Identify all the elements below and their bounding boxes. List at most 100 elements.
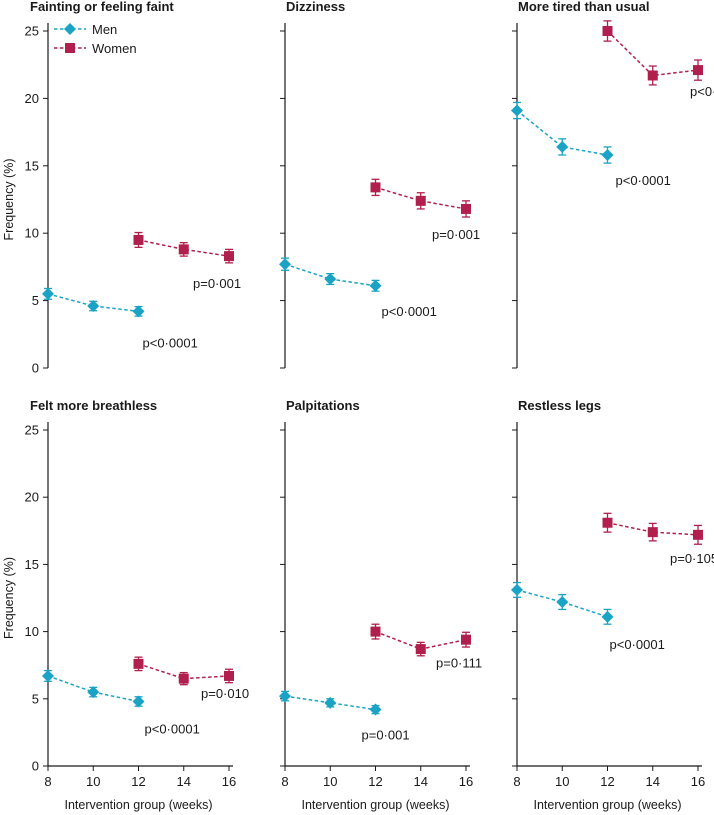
panel-title: Restless legs [518,398,601,413]
data-point-square [461,634,471,645]
series-men [511,101,614,164]
p-value-annotation: p=0·001 [193,276,241,291]
series-line-women [138,239,230,257]
panel-title: Fainting or feeling faint [30,0,174,14]
x-tick-label: 10 [86,774,100,789]
panel-4: Felt more breathless 0 5 10 15 20 25 8 10 12 14 16 I… [2,398,249,812]
data-point-diamond [369,279,382,292]
data-point-square [370,626,381,637]
y-tick-label: 0 [32,759,39,774]
y-tick-label: 5 [32,293,39,308]
series-men [42,287,145,318]
data-point-diamond [556,596,569,609]
data-point-diamond [132,305,145,318]
data-point-diamond [511,104,523,117]
y-tick-label: 5 [32,691,39,706]
y-tick-label: 25 [25,423,39,438]
p-value-annotation: p<0·0001 [610,637,665,652]
series-men [279,690,382,716]
y-axis-title: Frequency (%) [2,159,16,241]
data-point-square [647,70,658,81]
data-point-square [415,195,426,206]
p-value-annotation: p<0·0001 [143,335,198,350]
series-women [602,20,703,86]
x-tick-label: 14 [646,774,660,789]
series-women [133,656,234,686]
y-tick-label: 25 [25,24,39,39]
data-point-diamond [87,686,100,699]
legend: Men Women [54,22,137,56]
series-line-men [284,695,376,711]
x-axis-title: Intervention group (weeks) [302,798,450,812]
data-point-diamond [42,669,54,682]
p-value-annotation: p<0·0001 [382,304,437,319]
data-point-square [224,251,234,262]
x-tick-label: 12 [600,774,614,789]
series-men [279,257,382,292]
panel-title: More tired than usual [518,0,649,14]
data-point-square [133,234,144,245]
data-point-square [178,244,189,255]
p-value-annotation: p=0·001 [432,227,480,242]
series-line-women [607,522,699,536]
data-point-diamond [601,149,614,162]
data-point-diamond [132,695,145,708]
y-axis-title: Frequency (%) [2,557,16,639]
p-value-annotation: p=0·010 [201,686,249,701]
x-tick-label: 10 [323,774,337,789]
x-tick-label: 12 [131,774,145,789]
data-point-square [602,26,613,36]
legend-marker-diamond [64,23,76,35]
data-point-square [133,658,144,669]
x-tick-label: 16 [459,774,473,789]
legend-label: Women [92,41,137,56]
x-tick-label: 14 [414,774,428,789]
data-point-diamond [42,287,54,300]
panel-title: Felt more breathless [30,398,157,413]
series-women [370,623,471,657]
y-tick-label: 20 [25,490,39,505]
x-tick-label: 8 [513,774,520,789]
p-value-annotation: p<0·0001 [616,173,671,188]
data-point-diamond [369,703,382,716]
x-tick-label: 8 [44,774,51,789]
data-point-square [178,673,189,684]
data-point-square [415,644,426,655]
x-tick-label: 8 [281,774,288,789]
x-axis-title: Intervention group (weeks) [65,798,213,812]
panel-1: Fainting or feeling faint 0 5 10 15 20 25 Frequ… [2,0,241,376]
x-axis-title: Intervention group (weeks) [534,798,682,812]
data-point-diamond [324,696,337,709]
y-tick-label: 10 [25,624,39,639]
x-tick-label: 12 [368,774,382,789]
data-point-square [224,670,234,681]
y-tick-label: 10 [25,226,39,241]
data-point-square [693,529,703,540]
series-line-men [516,589,608,618]
legend-label: Men [92,22,117,37]
y-tick-label: 0 [32,361,39,376]
data-point-square [602,517,613,528]
data-point-square [693,65,703,76]
legend-marker-square [65,43,75,53]
panel-title: Dizziness [286,0,345,14]
series-line-men [516,109,608,156]
data-point-square [647,527,658,538]
panel-3: More tired than usual p<0·0001 p<0·0001 [511,0,714,369]
p-value-annotation: p=0·105 [670,551,714,566]
panel-2: Dizziness p<0·0001 p=0·001 [279,0,480,369]
x-tick-label: 16 [222,774,236,789]
series-line-men [284,263,376,287]
series-men [511,581,614,625]
p-value-annotation: p<0·0001 [690,84,714,99]
x-tick-label: 16 [691,774,705,789]
x-tick-label: 14 [177,774,191,789]
series-women [602,512,703,545]
data-point-diamond [279,258,291,271]
data-point-diamond [511,583,523,596]
data-point-diamond [556,140,569,153]
series-women [370,178,471,218]
data-point-diamond [87,299,100,312]
p-value-annotation: p<0·0001 [145,721,200,736]
